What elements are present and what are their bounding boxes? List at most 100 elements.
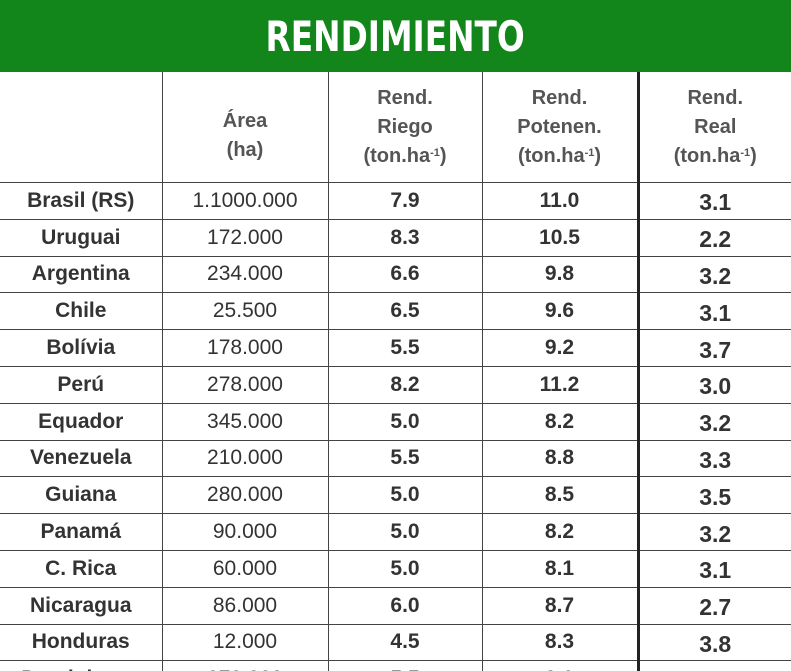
area-cell: 12.000 [161, 623, 329, 662]
header-riego-line1: Rend. [377, 86, 433, 109]
real-cell: 3.2 [636, 402, 791, 441]
real-cell: 3.1 [636, 549, 791, 588]
riego-cell: 5.0 [327, 549, 483, 588]
area-cell: 25.500 [161, 292, 329, 331]
country-cell: Argentina [0, 255, 163, 294]
area-cell: 234.000 [161, 255, 329, 294]
potenen-cell: 8.2 [481, 513, 639, 551]
header-real: Rend. Real (ton.ha-1) [636, 72, 791, 183]
potenen-cell: 9.6 [481, 292, 639, 331]
riego-cell: 5.5 [327, 439, 483, 478]
real-cell: 3.2 [636, 255, 791, 294]
header-real-close: ) [750, 144, 757, 167]
area-cell: 345.000 [161, 402, 329, 441]
country-cell: Panamá [0, 513, 163, 551]
area-cell: 270.000 [161, 660, 329, 671]
riego-cell: 5.5 [327, 329, 483, 367]
table-row: Argentina 234.000 6.6 9.8 3.2 [0, 255, 791, 294]
riego-cell: 5.5 [327, 660, 483, 671]
country-cell: C. Rica [0, 549, 163, 588]
table-row: Bolívia 178.000 5.5 9.2 3.7 [0, 329, 791, 367]
country-cell: Uruguai [0, 218, 163, 257]
real-cell: 2.2 [636, 218, 791, 257]
country-cell: Bolívia [0, 329, 163, 367]
country-cell: Nicaragua [0, 586, 163, 625]
header-real-exp: -1 [740, 146, 751, 159]
real-cell: 3.0 [636, 365, 791, 404]
country-cell: Brasil (RS) [0, 182, 163, 220]
real-cell: 3.3 [636, 439, 791, 478]
header-area: Área (ha) [161, 72, 329, 183]
riego-cell: 5.0 [327, 513, 483, 551]
area-cell: 60.000 [161, 549, 329, 588]
riego-cell: 6.5 [327, 292, 483, 331]
potenen-cell: 8.8 [481, 439, 639, 478]
country-cell: Dominicana [0, 660, 163, 671]
potenen-cell: 8.7 [481, 586, 639, 625]
table-row: Nicaragua 86.000 6.0 8.7 2.7 [0, 586, 791, 625]
country-cell: Equador [0, 402, 163, 441]
header-riego-line2: Riego [377, 115, 433, 138]
country-cell: Venezuela [0, 439, 163, 478]
riego-cell: 6.6 [327, 255, 483, 294]
riego-cell: 5.0 [327, 402, 483, 441]
header-riego-unit: (ton.ha [363, 144, 431, 167]
header-potenen-line2: Potenen. [517, 115, 602, 138]
area-cell: 178.000 [161, 329, 329, 367]
area-cell: 278.000 [161, 365, 329, 404]
page-title: RENDIMIENTO [265, 11, 526, 61]
country-cell: Guiana [0, 476, 163, 515]
table-row: Equador 345.000 5.0 8.2 3.2 [0, 402, 791, 441]
potenen-cell: 8.2 [481, 402, 639, 441]
header-area-line2: (ha) [226, 139, 264, 161]
real-cell: 3.1 [636, 292, 791, 331]
table-body: Brasil (RS) 1.1000.000 7.9 11.0 3.1 Uruguai 17… [0, 182, 791, 671]
riego-cell: 4.5 [327, 623, 483, 662]
table-header-row: Área (ha) Rend. Riego (ton.ha-1) Rend. P… [0, 72, 791, 183]
header-potenen-close: ) [594, 144, 602, 167]
title-banner: RENDIMIENTO [0, 0, 791, 72]
potenen-cell: 9.0 [481, 660, 639, 671]
real-cell: 2.7 [636, 586, 791, 625]
riego-cell: 5.0 [327, 476, 483, 515]
header-area-line1: Área [222, 110, 268, 132]
real-cell: 3.1 [636, 182, 791, 220]
header-real-line1: Rend. [687, 86, 744, 109]
area-cell: 280.000 [161, 476, 329, 515]
header-riego-exp: -1 [430, 146, 440, 159]
table-row: Chile 25.500 6.5 9.6 3.1 [0, 292, 791, 331]
riego-cell: 6.0 [327, 586, 483, 625]
area-cell: 210.000 [161, 439, 329, 478]
table-row: C. Rica 60.000 5.0 8.1 3.1 [0, 549, 791, 588]
header-riego: Rend. Riego (ton.ha-1) [327, 72, 483, 183]
header-real-unit: (ton.ha [673, 144, 741, 167]
potenen-cell: 9.2 [481, 329, 639, 367]
potenen-cell: 11.2 [481, 365, 639, 404]
table-row: Panamá 90.000 5.0 8.2 3.2 [0, 513, 791, 551]
table-row: Brasil (RS) 1.1000.000 7.9 11.0 3.1 [0, 182, 791, 220]
real-cell: 3.8 [636, 623, 791, 662]
potenen-cell: 8.1 [481, 549, 639, 588]
potenen-cell: 11.0 [481, 182, 639, 220]
potenen-cell: 8.5 [481, 476, 639, 515]
table-row: Guiana 280.000 5.0 8.5 3.5 [0, 476, 791, 515]
table-row: Honduras 12.000 4.5 8.3 3.8 [0, 623, 791, 662]
area-cell: 90.000 [161, 513, 329, 551]
country-cell: Honduras [0, 623, 163, 662]
real-cell: 3.5 [636, 476, 791, 515]
area-cell: 1.1000.000 [161, 182, 329, 220]
header-real-line2: Real [694, 115, 737, 138]
potenen-cell: 8.3 [481, 623, 639, 662]
potenen-cell: 10.5 [481, 218, 639, 257]
header-riego-close: ) [439, 144, 447, 167]
header-potenen: Rend. Potenen. (ton.ha-1) [481, 72, 639, 183]
real-cell: 3.5 [636, 660, 791, 671]
table-row: Perú 278.000 8.2 11.2 3.0 [0, 365, 791, 404]
area-cell: 86.000 [161, 586, 329, 625]
riego-cell: 8.3 [327, 218, 483, 257]
area-cell: 172.000 [161, 218, 329, 257]
country-cell: Chile [0, 292, 163, 331]
table-row: Uruguai 172.000 8.3 10.5 2.2 [0, 218, 791, 257]
